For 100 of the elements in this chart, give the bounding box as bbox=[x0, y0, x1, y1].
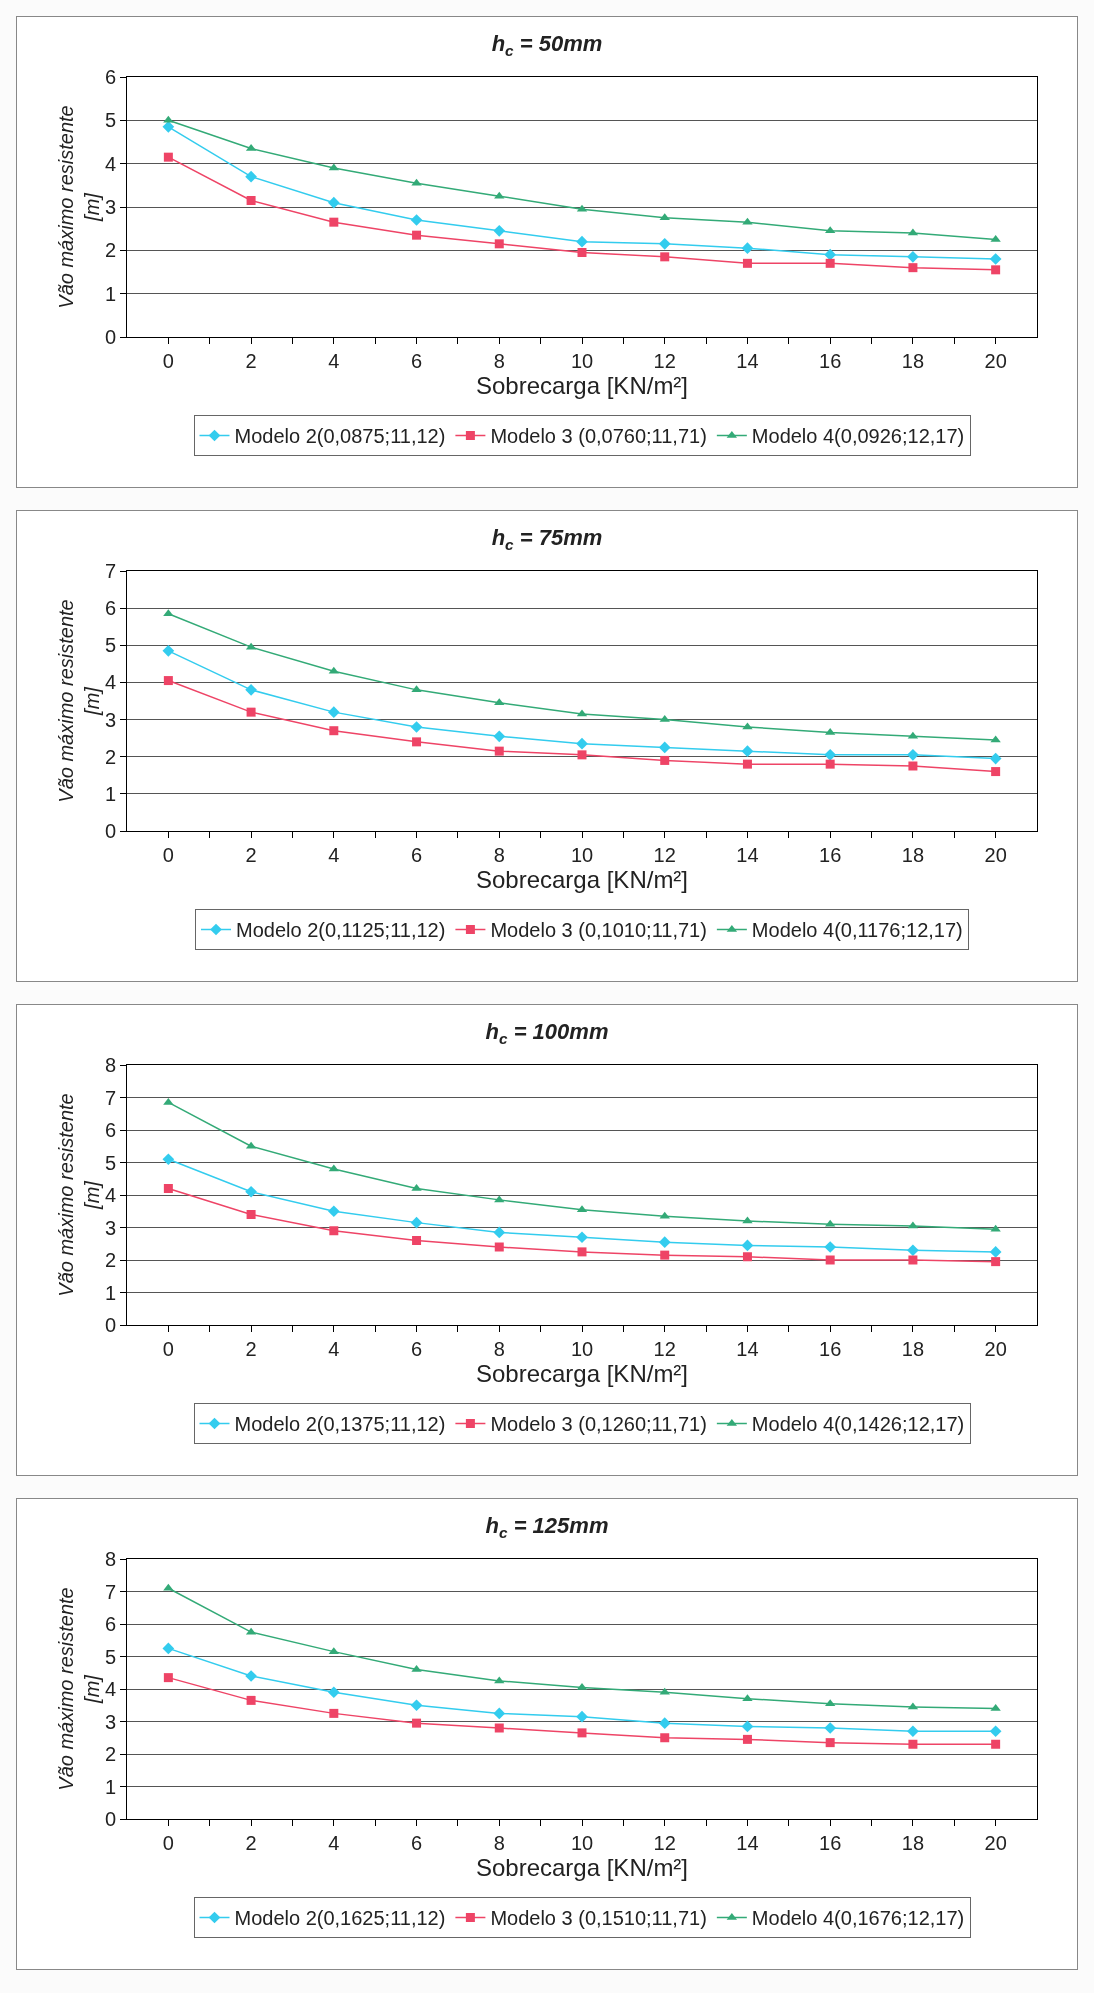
point bbox=[908, 263, 918, 273]
legend-label: Modelo 3 (0,1010;11,71) bbox=[490, 919, 707, 942]
point bbox=[493, 1226, 506, 1239]
point bbox=[329, 217, 339, 227]
y-tick-label: 1 bbox=[104, 282, 116, 305]
point bbox=[742, 1252, 752, 1262]
point bbox=[494, 698, 505, 706]
x-tick-label: 16 bbox=[819, 844, 842, 866]
point bbox=[741, 242, 754, 255]
y-tick-label: 7 bbox=[104, 1086, 116, 1109]
x-tick-label: 0 bbox=[162, 350, 174, 372]
x-tick-label: 8 bbox=[493, 1832, 505, 1854]
y-tick-label: 1 bbox=[104, 782, 116, 805]
point bbox=[163, 1184, 173, 1193]
y-tick-label: 3 bbox=[104, 708, 116, 731]
point bbox=[660, 1733, 670, 1743]
y-axis-title: Vão máximo resistente [m] bbox=[54, 599, 103, 803]
y-tick-label: 0 bbox=[104, 1314, 116, 1336]
point bbox=[907, 1244, 919, 1257]
y-tick-label: 6 bbox=[104, 1613, 116, 1635]
x-tick-label: 20 bbox=[984, 844, 1007, 866]
point bbox=[658, 1717, 671, 1729]
x-tick-label: 10 bbox=[570, 1832, 594, 1854]
point bbox=[742, 759, 752, 769]
point bbox=[658, 237, 671, 250]
legend-label: Modelo 2(0,1125;11,12) bbox=[236, 919, 446, 942]
point bbox=[246, 196, 256, 205]
x-tick-label: 8 bbox=[493, 844, 505, 866]
y-tick-label: 2 bbox=[104, 239, 116, 262]
point bbox=[576, 1231, 588, 1244]
x-tick-label: 14 bbox=[736, 1338, 759, 1360]
x-tick-label: 16 bbox=[819, 350, 842, 372]
point bbox=[493, 730, 506, 743]
point bbox=[494, 746, 504, 756]
chart-title: h$_{c}$ = 50mm bbox=[491, 31, 603, 59]
point bbox=[825, 759, 835, 769]
legend-label: Modelo 2(0,0875;11,12) bbox=[234, 425, 446, 448]
point bbox=[576, 737, 588, 750]
x-tick-label: 12 bbox=[653, 844, 676, 866]
y-tick-label: 3 bbox=[104, 196, 116, 218]
x-tick-label: 12 bbox=[653, 1832, 676, 1854]
point bbox=[245, 170, 257, 183]
x-tick-label: 2 bbox=[245, 350, 257, 372]
y-tick-label: 5 bbox=[104, 109, 116, 132]
point bbox=[577, 248, 587, 257]
legend-label: Modelo 3 (0,1510;11,71) bbox=[490, 1907, 707, 1930]
point bbox=[742, 258, 752, 268]
point bbox=[908, 1739, 918, 1749]
point bbox=[494, 1723, 504, 1733]
y-tick-label: 5 bbox=[104, 634, 116, 657]
x-axis-title: Sobrecarga [KN/m²] bbox=[475, 1854, 689, 1881]
point bbox=[329, 1226, 339, 1236]
point bbox=[163, 152, 173, 162]
point bbox=[660, 1250, 670, 1260]
point bbox=[742, 1216, 753, 1224]
point bbox=[741, 745, 754, 757]
point bbox=[327, 1686, 340, 1699]
point bbox=[576, 1710, 588, 1723]
x-tick-label: 16 bbox=[819, 1338, 842, 1360]
x-tick-label: 6 bbox=[410, 844, 423, 866]
x-tick-label: 12 bbox=[653, 350, 676, 372]
point bbox=[245, 684, 257, 696]
legend-label: Modelo 4(0,0926;12,17) bbox=[751, 425, 965, 448]
point bbox=[494, 1195, 505, 1203]
x-tick-label: 18 bbox=[901, 1832, 925, 1854]
x-axis-title: Sobrecarga [KN/m²] bbox=[475, 1360, 689, 1387]
point bbox=[658, 1236, 671, 1248]
point bbox=[989, 1246, 1002, 1258]
chart-title: h$_{c}$ = 125mm bbox=[485, 1513, 609, 1541]
x-tick-label: 8 bbox=[493, 1338, 505, 1360]
point bbox=[329, 1708, 339, 1718]
x-axis-title: Sobrecarga [KN/m²] bbox=[475, 372, 689, 399]
point bbox=[246, 707, 256, 717]
legend-label: Modelo 4(0,1676;12,17) bbox=[751, 1907, 965, 1930]
x-tick-label: 10 bbox=[570, 350, 594, 372]
legend-label: Modelo 4(0,1176;12,17) bbox=[751, 919, 963, 942]
point bbox=[825, 258, 835, 268]
point bbox=[494, 239, 504, 249]
point bbox=[991, 1739, 1001, 1749]
point bbox=[410, 1699, 423, 1712]
y-axis-title: Vão máximo resistente [m] bbox=[54, 105, 103, 309]
legend-label: Modelo 2(0,1625;11,12) bbox=[234, 1907, 446, 1930]
point bbox=[494, 1242, 504, 1252]
y-tick-label: 6 bbox=[104, 597, 116, 620]
y-tick-label: 6 bbox=[104, 66, 116, 88]
point bbox=[660, 252, 670, 262]
point bbox=[659, 213, 670, 221]
chart-title: h$_{c}$ = 75mm bbox=[491, 525, 603, 553]
legend-label: Modelo 2(0,1375;11,12) bbox=[234, 1413, 446, 1436]
y-tick-label: 6 bbox=[104, 1119, 116, 1141]
x-tick-label: 12 bbox=[653, 1338, 676, 1360]
point bbox=[907, 749, 919, 761]
y-axis-title: Vão máximo resistente [m] bbox=[54, 1587, 103, 1791]
point bbox=[412, 1236, 422, 1245]
point bbox=[162, 1153, 175, 1166]
y-tick-label: 4 bbox=[104, 1184, 116, 1206]
point bbox=[991, 1257, 1001, 1267]
y-tick-label: 7 bbox=[104, 1580, 116, 1603]
point bbox=[659, 1687, 670, 1695]
y-tick-label: 4 bbox=[104, 152, 116, 175]
